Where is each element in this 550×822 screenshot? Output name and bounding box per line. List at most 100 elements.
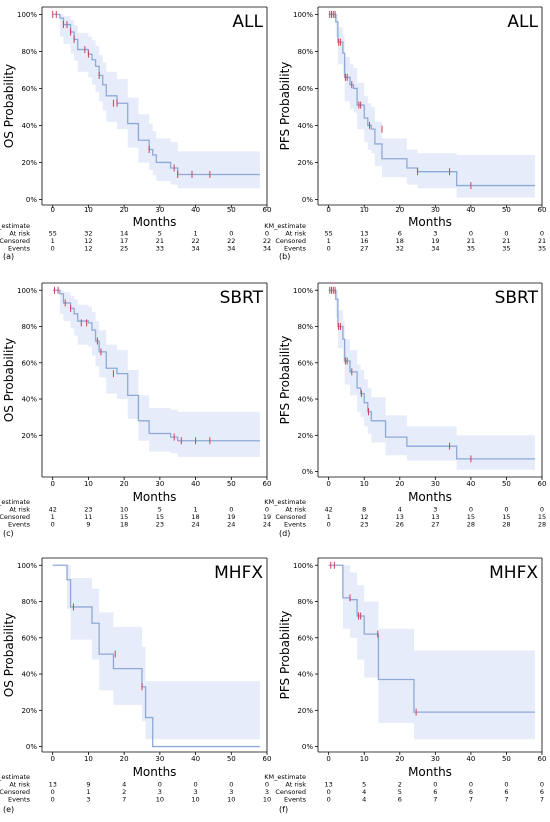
risk-table-cell: 0 [265,781,269,789]
panel-letter: (e) [3,805,14,814]
risk-table-cell: 10 [263,796,271,804]
risk-table-cell: 0 [504,506,508,514]
y-tick-label: 20% [297,159,313,167]
risk-table-cell: 23 [360,521,368,529]
risk-table-cell: 3 [194,788,198,796]
risk-table-cell: 42 [49,506,57,514]
y-tick-label: 20% [21,432,37,440]
y-axis-label: OS Probability [2,338,16,422]
risk-table-row-label: Censored [0,513,30,521]
risk-table-cell: 0 [229,781,233,789]
risk-table-cell: 19 [263,513,271,521]
risk-table-cell: 12 [84,237,92,245]
y-tick-label: 60% [21,85,37,93]
risk-table-cell: 1 [194,506,198,514]
x-tick-label: 30 [155,480,164,488]
y-tick-label: 40% [297,122,313,130]
risk-table-cell: 21 [502,237,510,245]
risk-table-cell: 21 [156,237,164,245]
y-tick-label: 80% [297,598,313,606]
x-tick-label: 30 [431,480,440,488]
risk-table-cell: 7 [504,796,508,804]
x-tick-label: 40 [466,755,475,763]
y-tick-label: 0% [302,196,313,204]
risk-table-cell: 12 [360,513,368,521]
risk-table-header: KM_estimate [0,773,30,781]
y-tick-label: 40% [297,671,313,679]
risk-table-cell: 0 [51,521,55,529]
y-tick-label: 100% [17,11,37,19]
x-tick-label: 10 [360,206,369,214]
risk-table-cell: 4 [398,506,402,514]
risk-table-cell: 16 [360,237,368,245]
x-tick-label: 60 [263,206,272,214]
risk-table-cell: 34 [431,245,439,253]
y-tick-label: 80% [21,598,37,606]
risk-table-cell: 6 [398,796,402,804]
risk-table-cell: 13 [325,781,333,789]
y-tick-label: 80% [21,323,37,331]
risk-table-cell: 55 [49,230,57,238]
risk-table-cell: 0 [540,781,544,789]
risk-table-cell: 23 [156,521,164,529]
x-tick-label: 60 [538,480,547,488]
risk-table-cell: 1 [194,230,198,238]
y-tick-label: 40% [21,671,37,679]
y-tick-label: 100% [17,562,37,570]
risk-table-cell: 3 [433,230,437,238]
survival-curve [328,289,535,460]
y-tick-label: 100% [293,11,313,19]
risk-table-cell: 1 [51,513,55,521]
survival-curve [52,13,260,176]
risk-table-header: KM_estimate [264,773,306,781]
risk-table-cell: 27 [431,521,439,529]
risk-table-cell: 4 [122,781,126,789]
x-tick-label: 50 [502,206,511,214]
y-tick-label: 0% [26,196,37,204]
x-tick-label: 20 [120,755,129,763]
risk-table-cell: 15 [538,513,546,521]
x-tick-label: 30 [431,755,440,763]
risk-table-cell: 22 [263,237,271,245]
risk-table-row-label: Censored [275,237,306,245]
panel-title: SBRT [220,288,264,308]
x-axis-label: Months [133,215,177,229]
risk-table-cell: 13 [49,781,57,789]
risk-table-cell: 15 [502,513,510,521]
risk-table-cell: 35 [538,245,546,253]
risk-table-cell: 32 [396,245,404,253]
x-tick-label: 40 [191,755,200,763]
risk-table-cell: 24 [227,521,235,529]
risk-table-cell: 18 [396,237,404,245]
risk-table-cell: 35 [467,245,475,253]
risk-table-row-label: Events [284,521,307,529]
x-tick-label: 40 [191,480,200,488]
y-tick-label: 40% [297,396,313,404]
y-axis-label: PFS Probability [278,336,292,425]
y-tick-label: 60% [21,634,37,642]
risk-table-cell: 3 [158,788,162,796]
risk-table-cell: 0 [469,230,473,238]
confidence-band [52,565,260,740]
risk-table-cell: 0 [327,521,331,529]
risk-table-row-label: Censored [0,788,30,796]
risk-table-cell: 0 [504,781,508,789]
x-tick-label: 60 [263,480,272,488]
risk-table-cell: 34 [227,245,235,253]
x-tick-label: 40 [466,480,475,488]
confidence-band [328,565,535,740]
risk-table-cell: 10 [191,796,199,804]
risk-table-row-label: Events [8,245,31,253]
risk-table-row-label: At risk [285,230,306,238]
risk-table-cell: 4 [362,788,366,796]
x-tick-label: 30 [431,206,440,214]
x-tick-label: 0 [326,755,330,763]
risk-table-cell: 42 [325,506,333,514]
panel-title: SBRT [495,288,539,308]
risk-table-cell: 12 [84,245,92,253]
risk-table-cell: 9 [86,521,90,529]
risk-table-cell: 7 [433,796,437,804]
risk-table-row-label: At risk [9,506,30,514]
x-tick-label: 30 [155,206,164,214]
y-tick-label: 100% [293,287,313,295]
